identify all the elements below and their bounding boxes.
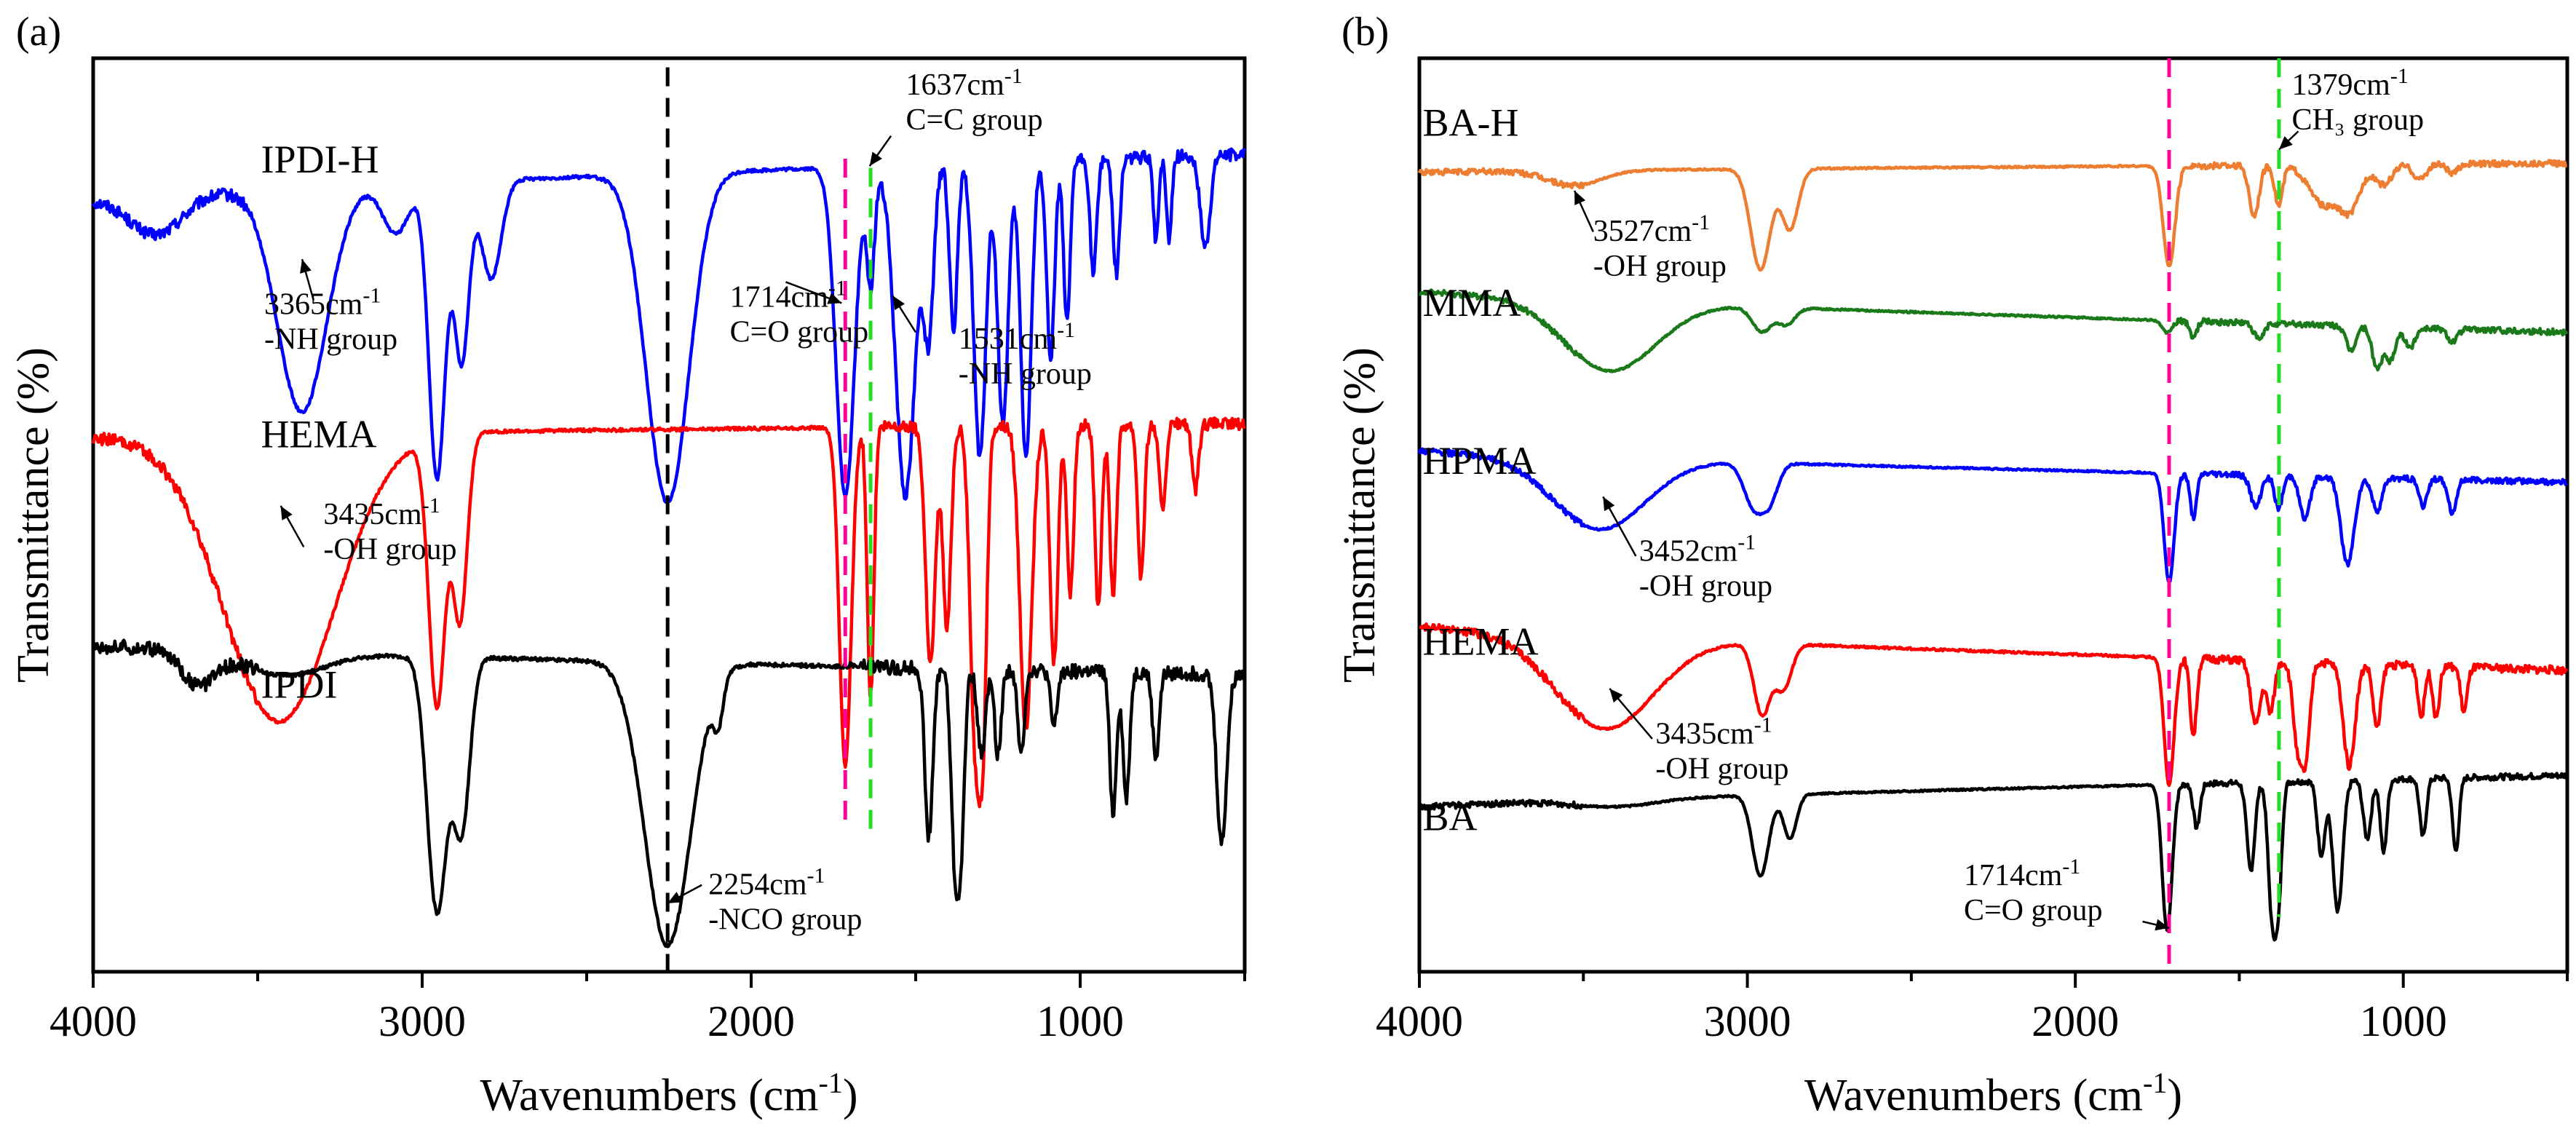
x-axis-title: Wavenumbers (cm-1) xyxy=(480,1066,858,1120)
arrow-head xyxy=(280,506,293,520)
arrow-head xyxy=(2155,919,2169,931)
annotation-label: 1531cm-1 -NH group xyxy=(959,318,1092,391)
series-label-ipdi: IPDI xyxy=(261,663,338,707)
y-axis-title: Transmittance (%) xyxy=(9,347,58,683)
x-axis-title: Wavenumbers (cm-1) xyxy=(1804,1066,2182,1120)
arrow-head xyxy=(892,296,905,311)
annotation-label: 3435cm-1 -OH group xyxy=(1655,713,1788,785)
spectrum-hpma xyxy=(1417,447,2568,585)
arrow-head xyxy=(1574,191,1586,205)
plot-frame xyxy=(1417,56,2569,974)
series-label-ba-h: BA-H xyxy=(1423,101,1519,145)
y-axis-title: Transmittance (%) xyxy=(1335,347,1384,683)
arrow-head xyxy=(2278,136,2293,150)
arrow-head xyxy=(869,151,882,167)
annotation-label: 1714cm-1 C=O group xyxy=(1964,855,2103,927)
arrow-head xyxy=(1603,496,1615,512)
spectrum-mma xyxy=(1419,288,2569,373)
annotation-label: 3527cm-1 -OH group xyxy=(1593,210,1727,283)
x-tick-label: 2000 xyxy=(2032,997,2119,1045)
series-label-ba: BA xyxy=(1423,795,1478,839)
annotation-label: 1714cm-1 C=O group xyxy=(730,276,869,349)
series-label-mma: MMA xyxy=(1423,281,1521,325)
spectrum-ba xyxy=(1417,772,2569,942)
arrow-head xyxy=(1609,689,1623,703)
spectrum-hema xyxy=(1419,622,2569,788)
panel-b: (b) 4000 3000 2000 1000 Wavenumbers (cm-1) Tra… xyxy=(1335,9,2569,1120)
annotation-label: 3435cm-1 -OH group xyxy=(323,494,456,566)
x-tick-label: 3000 xyxy=(1704,997,1791,1045)
arrow-head xyxy=(300,259,312,274)
annotation-label: 1637cm-1 C=C group xyxy=(905,64,1042,137)
arrow-head xyxy=(667,892,683,903)
x-tick-label: 4000 xyxy=(49,997,137,1045)
panel-a: (a) 4000 3000 2000 1000 Wavenumbers (cm-1) Tra… xyxy=(9,9,1247,1120)
x-tick-label: 4000 xyxy=(1376,997,1463,1045)
spectrum-ba-h xyxy=(1417,159,2567,272)
panel-label: (a) xyxy=(16,9,61,55)
series-label-hema: HEMA xyxy=(1423,620,1539,664)
arrow-head xyxy=(827,293,842,304)
x-tick-label: 3000 xyxy=(379,997,466,1045)
annotation-label: 1379cm-1 CH₃ group xyxy=(2292,64,2424,137)
spectrum-ipdi xyxy=(92,638,1246,948)
annotation-label: 3365cm-1 -NH group xyxy=(264,283,397,356)
x-tick-label: 1000 xyxy=(1037,997,1124,1045)
annotation-label: 3452cm-1 -OH group xyxy=(1639,530,1772,603)
plot-frame xyxy=(91,56,1247,974)
series-label-ipdi-h: IPDI-H xyxy=(261,138,379,181)
x-tick-label: 2000 xyxy=(708,997,795,1045)
annotation-label: 2254cm-1 -NCO group xyxy=(708,863,862,936)
spectrum-hema xyxy=(91,416,1246,809)
x-tick-label: 1000 xyxy=(2360,997,2447,1045)
series-label-hema: HEMA xyxy=(261,413,377,456)
panel-label: (b) xyxy=(1341,9,1389,55)
series-label-hpma: HPMA xyxy=(1423,439,1537,483)
